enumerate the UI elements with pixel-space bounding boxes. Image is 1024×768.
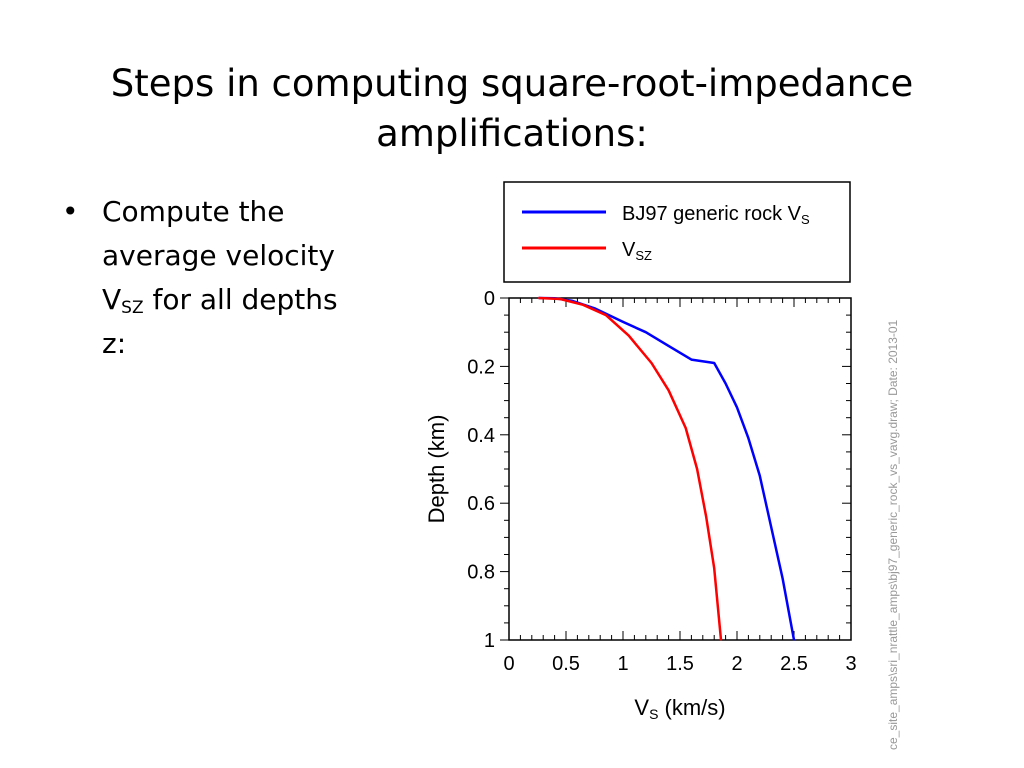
series-point-1: [605, 314, 607, 316]
y-tick-label: 0.8: [467, 562, 495, 584]
plot-frame: [508, 297, 852, 641]
series-point-0: [622, 321, 624, 323]
y-axis-label: Depth (km): [424, 415, 449, 524]
x-tick-label: 0.5: [552, 653, 580, 675]
x-tick-label: 1.5: [666, 653, 694, 675]
series-point-0: [793, 639, 795, 641]
series-point-1: [538, 297, 540, 299]
legend-label-bj97: BJ97 generic rock VS: [622, 203, 810, 227]
series-point-0: [725, 382, 727, 385]
series-point-1: [685, 427, 687, 429]
series-point-1: [650, 362, 653, 364]
bullet-list: • Compute the average velocity VSZ for a…: [62, 190, 392, 366]
series-point-1: [720, 639, 722, 641]
chart-svg: BJ97 generic rock VS VSZ 0 0.5 1 1.5 2 2.5 300…: [424, 181, 900, 750]
series-point-0: [782, 577, 784, 580]
bullet-v-main: V: [102, 283, 122, 316]
series-line-0: [538, 296, 796, 641]
bullet-line-3: VSZ for all depths: [102, 278, 392, 322]
x-tick-label: 2.5: [780, 653, 808, 675]
x-axis-label: VS (km/s): [634, 695, 725, 722]
x-tick-label: 1: [617, 653, 628, 675]
series-point-1: [668, 389, 670, 391]
series-point-0: [668, 345, 670, 347]
series-point-1: [582, 304, 584, 306]
side-caption: ce_site_amps\sri_nrattle_amps\bj97_gener…: [886, 319, 900, 750]
y-tick-label: 1: [484, 630, 495, 652]
series-point-0: [713, 362, 715, 364]
series-point-0: [690, 358, 692, 361]
slide-title: Steps in computing square-root-impedance…: [60, 59, 964, 159]
bullet-line-2: average velocity: [102, 239, 335, 272]
series-line-1: [538, 296, 723, 641]
bullet-item: • Compute the average velocity VSZ for a…: [62, 190, 392, 366]
series-point-0: [770, 526, 772, 528]
legend-box: [503, 181, 851, 283]
bullet-dot: •: [62, 195, 79, 228]
bullet-line-1: Compute the: [102, 195, 285, 228]
series-point-1: [705, 516, 707, 518]
x-tick-label: 3: [845, 653, 856, 675]
series-point-0: [759, 475, 761, 477]
series-point-1: [628, 335, 630, 337]
axis-tick-labels: 0 0.5 1 1.5 2 2.5 3 0 0.2 0.4 0.6 0.8 1: [467, 288, 856, 675]
bullet-line-4: z:: [102, 327, 127, 360]
x-tick-label: 0: [503, 653, 514, 675]
y-tick-label: 0.6: [467, 493, 495, 515]
y-tick-label: 0: [484, 288, 495, 310]
y-tick-label: 0.4: [467, 425, 495, 447]
chart-figure: BJ97 generic rock VS VSZ 0 0.5 1 1.5 2 2.5 3 0 0…: [400, 170, 900, 760]
y-tick-label: 0.2: [467, 356, 495, 378]
x-tick-label: 2: [731, 653, 742, 675]
series-point-0: [736, 406, 738, 409]
title-line-2: amplifications:: [376, 111, 648, 155]
series-point-1: [713, 567, 715, 569]
series-group: [538, 296, 796, 641]
series-point-0: [747, 437, 749, 439]
legend-label-vsz: VSZ: [622, 239, 652, 263]
series-point-0: [645, 331, 647, 333]
title-line-1: Steps in computing square-root-impedance: [110, 61, 914, 105]
series-point-1: [559, 298, 561, 300]
series-point-1: [696, 468, 698, 470]
bullet-line-3-rest: for all depths: [143, 283, 338, 316]
bullet-v-sub: SZ: [121, 298, 144, 318]
